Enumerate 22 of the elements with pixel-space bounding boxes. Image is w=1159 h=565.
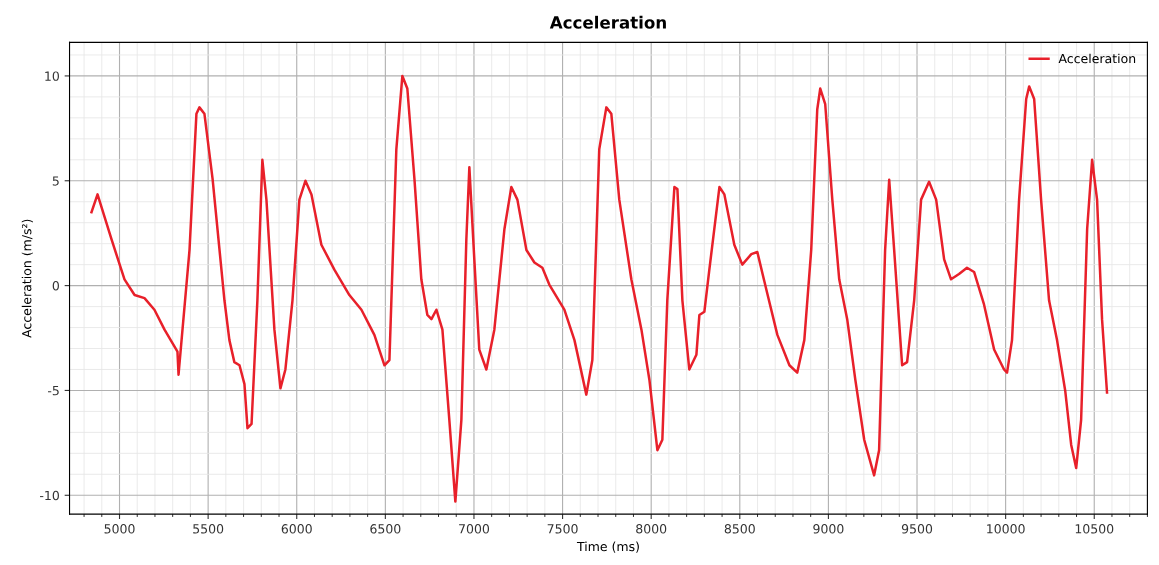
x-tick-label: 7500 — [547, 524, 578, 534]
y-tick-label: 5 — [52, 176, 59, 186]
x-axis-title: Time (ms) — [576, 541, 639, 553]
x-tick-label: 8000 — [636, 524, 667, 534]
y-axis-title: Acceleration (m/s²) — [21, 219, 33, 338]
x-tick-label: 6000 — [281, 524, 312, 534]
y-tick-label: -5 — [47, 386, 59, 396]
x-tick-label: 5000 — [104, 524, 135, 534]
x-tick-label: 7000 — [459, 524, 490, 534]
x-tick-label: 10000 — [987, 524, 1025, 534]
x-tick-label: 5500 — [193, 524, 224, 534]
chart-title: Acceleration — [549, 15, 666, 29]
legend-label: Acceleration — [1058, 53, 1136, 64]
y-tick-label: -10 — [40, 490, 59, 501]
y-tick-label: 10 — [45, 71, 59, 81]
y-tick-label: 0 — [52, 281, 59, 291]
x-tick-label: 10500 — [1075, 524, 1114, 534]
x-tick-label: 9500 — [901, 524, 933, 534]
x-tick-label: 8500 — [724, 524, 755, 534]
x-tick-label: 6500 — [370, 524, 401, 534]
x-tick-label: 9000 — [813, 524, 844, 534]
line-series — [90, 74, 1109, 503]
